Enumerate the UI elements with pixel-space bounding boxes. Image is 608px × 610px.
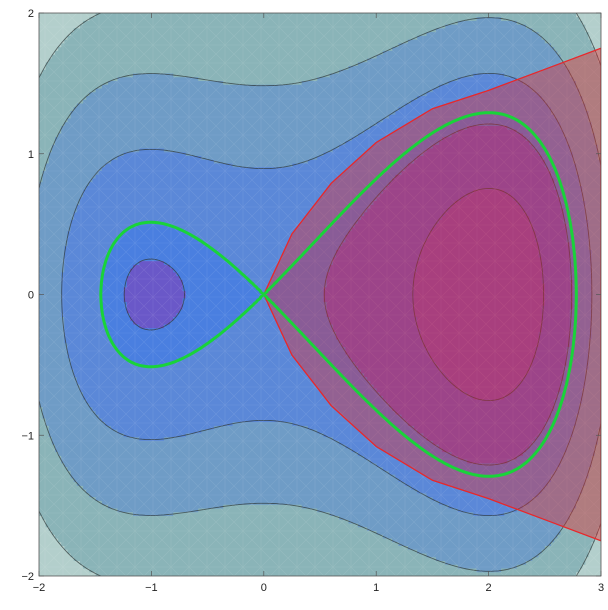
shaded-region: [263, 47, 601, 542]
zero-level-layer: [99, 111, 578, 478]
zero-level-curve: [99, 111, 578, 478]
x-tick-label: 2: [486, 582, 492, 594]
y-axis-ticks: −2 −1 0 1 2: [21, 8, 601, 583]
y-tick-label: −1: [21, 430, 34, 442]
x-tick-label: −2: [33, 582, 46, 594]
mesh-overlay: [39, 13, 601, 576]
x-tick-label: 1: [373, 582, 379, 594]
y-tick-label: 1: [28, 149, 34, 161]
x-tick-label: 0: [261, 582, 267, 594]
x-axis-ticks: −2 −1 0 1 2 3: [33, 13, 604, 594]
x-tick-label: −1: [145, 582, 158, 594]
x-tick-label: 3: [598, 582, 604, 594]
y-tick-label: 2: [28, 8, 34, 20]
y-tick-label: −2: [21, 571, 34, 583]
plot-area: [39, 13, 601, 576]
shaded-region-layer: [263, 47, 601, 542]
y-tick-label: 0: [28, 290, 34, 302]
